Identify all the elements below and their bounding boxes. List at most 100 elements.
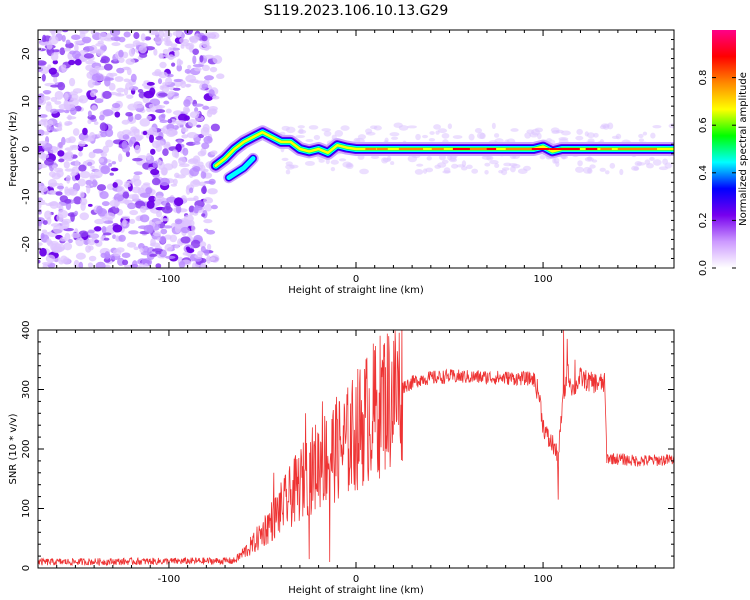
noise-blob (96, 184, 107, 191)
noise-blob (181, 134, 189, 139)
noise-blob (203, 219, 213, 224)
noise-blob (73, 196, 82, 205)
noise-blob (95, 261, 106, 268)
noise-blob (177, 139, 183, 145)
noise-blob (210, 257, 216, 261)
noise-blob (100, 132, 108, 138)
noise-blob (91, 105, 98, 111)
noise-blob (117, 185, 125, 195)
spectrogram-xlabel: Height of straight line (km) (288, 285, 424, 296)
noise-blob (99, 114, 105, 121)
haze-blob (415, 133, 421, 141)
haze-blob (313, 134, 321, 141)
noise-blob (157, 92, 168, 97)
noise-blob (78, 140, 86, 147)
snr-ticks: -100 0 100 0 100 200 300 400 (21, 320, 675, 585)
noise-blob (130, 178, 136, 183)
noise-blob (201, 39, 210, 48)
noise-blob (204, 203, 213, 212)
spectrogram-ridge (208, 125, 674, 184)
haze-blob (609, 162, 616, 169)
haze-blob (466, 164, 473, 170)
noise-blob (163, 225, 173, 229)
noise-blob (207, 188, 218, 195)
noise-blob (94, 218, 105, 225)
snr-xlabel: Height of straight line (km) (288, 585, 424, 596)
y-tick-label: 0 (21, 565, 32, 571)
haze-blob (297, 129, 307, 134)
noise-blob (174, 244, 180, 249)
noise-blob (112, 182, 118, 188)
haze-blob (429, 131, 435, 135)
noise-blob (159, 85, 164, 90)
haze-blob (668, 123, 674, 129)
noise-blob (134, 135, 143, 142)
y-tick-label: -10 (21, 188, 32, 204)
noise-blob (87, 110, 92, 118)
noise-blob (59, 47, 66, 56)
noise-blob (70, 171, 77, 177)
noise-blob (79, 212, 90, 221)
noise-blob (126, 94, 134, 99)
noise-blob (78, 178, 86, 187)
colorbar-label: Normalized spectral amplitude (738, 72, 749, 226)
noise-blob (146, 224, 154, 234)
y-tick-label: -20 (21, 236, 32, 252)
noise-blob (176, 30, 182, 38)
noise-blob (39, 247, 47, 257)
haze-blob (636, 162, 646, 166)
noise-blob (56, 213, 64, 222)
noise-blob (187, 230, 196, 236)
colorbar-ticks: 0.0 0.2 0.4 0.6 0.8 (698, 70, 736, 276)
spectrogram-ylabel: Frequency (Hz) (8, 111, 19, 187)
noise-blob (62, 30, 69, 33)
noise-blob (116, 67, 125, 74)
noise-blob (68, 188, 78, 196)
noise-blob (159, 177, 170, 186)
haze-blob (607, 122, 614, 130)
noise-blob (201, 64, 210, 72)
noise-blob (64, 120, 73, 126)
noise-blob (180, 43, 185, 49)
noise-blob (72, 128, 80, 136)
noise-blob (146, 200, 155, 209)
haze-blob (534, 127, 543, 133)
noise-blob (64, 168, 76, 172)
noise-blob (160, 218, 170, 222)
noise-blob (121, 215, 131, 220)
noise-blob (200, 246, 206, 253)
noise-blob (42, 89, 52, 95)
noise-blob (186, 248, 195, 254)
noise-blob (43, 153, 50, 159)
noise-blob (127, 194, 139, 199)
snr-ylabel: SNR (10 * v/v) (8, 413, 19, 484)
noise-blob (183, 214, 194, 223)
noise-blob (78, 151, 83, 157)
noise-blob (38, 217, 43, 227)
noise-blob (155, 109, 166, 114)
noise-blob (99, 191, 109, 200)
noise-blob (201, 83, 209, 89)
haze-blob (365, 128, 373, 134)
noise-blob (68, 238, 73, 244)
noise-blob (115, 93, 125, 97)
noise-blob (134, 113, 142, 121)
noise-blob (105, 139, 114, 148)
noise-blob (203, 75, 215, 81)
haze-blob (576, 128, 583, 135)
haze-blob (422, 134, 429, 139)
noise-blob (211, 95, 220, 100)
snr-panel: -100 0 100 0 100 200 300 400 Height of straight… (8, 320, 675, 596)
noise-blob (151, 71, 163, 77)
noise-blob (201, 186, 207, 195)
noise-blob (103, 63, 113, 71)
noise-blob (139, 118, 151, 127)
y-tick-label: 300 (21, 380, 32, 399)
noise-blob (38, 140, 48, 145)
noise-blob (100, 165, 111, 175)
noise-blob (125, 58, 136, 65)
noise-blob (64, 186, 69, 194)
noise-blob (192, 179, 200, 185)
noise-blob (194, 254, 203, 259)
noise-blob (187, 64, 192, 70)
